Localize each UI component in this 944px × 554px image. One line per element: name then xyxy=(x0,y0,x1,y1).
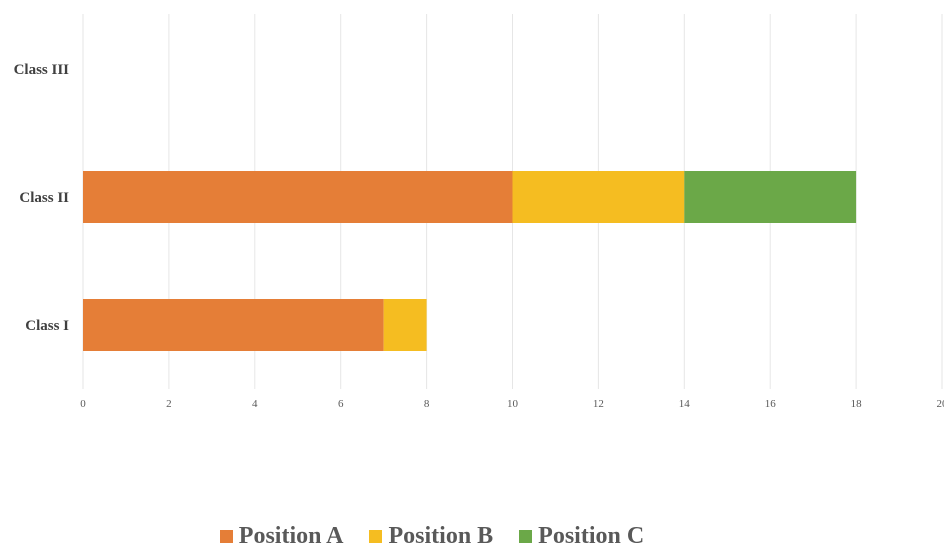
legend-label-position-a: Position A xyxy=(239,523,344,550)
legend-item-position-a[interactable]: Position A xyxy=(220,523,344,550)
y-category-labels: Class I Class II Class III xyxy=(14,62,70,334)
x-tick-label: 18 xyxy=(851,398,863,410)
bar-class-i-position-b[interactable] xyxy=(384,299,427,351)
x-tick-label: 4 xyxy=(252,398,258,410)
legend-item-position-c[interactable]: Position C xyxy=(519,523,644,550)
x-tick-label: 2 xyxy=(166,398,172,410)
category-label: Class II xyxy=(19,190,69,206)
legend: Position A Position B Position C xyxy=(0,518,864,554)
legend-swatch-position-a xyxy=(220,530,233,543)
x-tick-label: 10 xyxy=(507,398,519,410)
x-tick-label: 20 xyxy=(937,398,944,410)
x-tick-label: 12 xyxy=(593,398,604,410)
bars xyxy=(83,171,856,351)
x-tick-labels: 0 2 4 6 8 10 12 14 16 18 20 xyxy=(80,398,944,410)
x-tick-label: 0 xyxy=(80,398,86,410)
x-tick-label: 16 xyxy=(765,398,777,410)
category-label: Class III xyxy=(14,62,70,78)
legend-item-position-b[interactable]: Position B xyxy=(369,523,493,550)
legend-label-position-b: Position B xyxy=(388,523,493,550)
x-tick-label: 14 xyxy=(679,398,691,410)
bar-class-ii-position-a[interactable] xyxy=(83,171,513,223)
bar-class-ii-position-c[interactable] xyxy=(684,171,856,223)
bar-class-i-position-a[interactable] xyxy=(83,299,384,351)
legend-swatch-position-c xyxy=(519,530,532,543)
legend-label-position-c: Position C xyxy=(538,523,644,550)
x-tick-label: 6 xyxy=(338,398,344,410)
legend-swatch-position-b xyxy=(369,530,382,543)
bar-class-ii-position-b[interactable] xyxy=(513,171,685,223)
x-tick-label: 8 xyxy=(424,398,430,410)
category-label: Class I xyxy=(25,318,69,334)
